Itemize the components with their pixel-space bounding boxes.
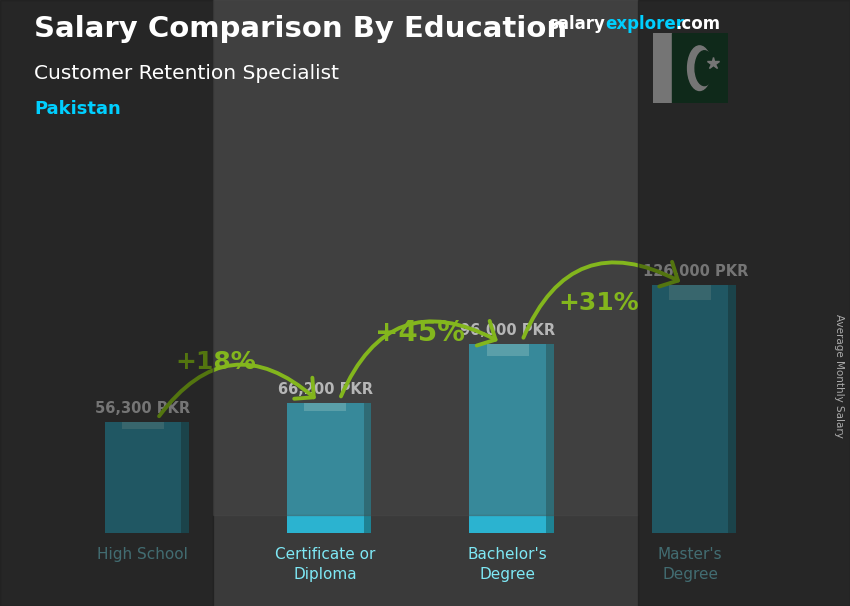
Circle shape	[688, 46, 711, 90]
Bar	[672, 33, 728, 103]
Bar	[669, 285, 711, 300]
Text: 56,300 PKR: 56,300 PKR	[95, 402, 190, 416]
Text: +45%: +45%	[375, 319, 465, 347]
Bar	[487, 344, 529, 356]
Bar	[653, 33, 672, 103]
Bar	[546, 344, 553, 533]
Bar	[728, 285, 736, 533]
Text: +18%: +18%	[175, 350, 256, 373]
Text: 96,000 PKR: 96,000 PKR	[461, 323, 555, 338]
FancyArrowPatch shape	[159, 365, 314, 416]
Text: 66,200 PKR: 66,200 PKR	[278, 382, 373, 397]
Bar	[364, 403, 371, 533]
Bar	[469, 344, 546, 533]
Circle shape	[695, 51, 714, 85]
Text: Average Monthly Salary: Average Monthly Salary	[834, 314, 844, 438]
FancyArrowPatch shape	[524, 262, 678, 338]
Bar	[212, 0, 638, 515]
Bar	[105, 422, 181, 533]
Bar	[287, 403, 364, 533]
Bar	[304, 403, 346, 411]
Text: salary: salary	[548, 15, 605, 33]
Text: Customer Retention Specialist: Customer Retention Specialist	[34, 64, 339, 82]
Bar	[0, 0, 212, 606]
Bar	[122, 422, 164, 429]
Text: .com: .com	[675, 15, 720, 33]
Text: explorer: explorer	[605, 15, 684, 33]
Text: Pakistan: Pakistan	[34, 100, 121, 118]
Bar	[652, 285, 728, 533]
Text: 126,000 PKR: 126,000 PKR	[643, 264, 748, 279]
Text: +31%: +31%	[558, 291, 639, 315]
Bar	[181, 422, 189, 533]
Bar	[638, 0, 850, 606]
FancyArrowPatch shape	[341, 321, 496, 396]
Text: Salary Comparison By Education: Salary Comparison By Education	[34, 15, 567, 43]
